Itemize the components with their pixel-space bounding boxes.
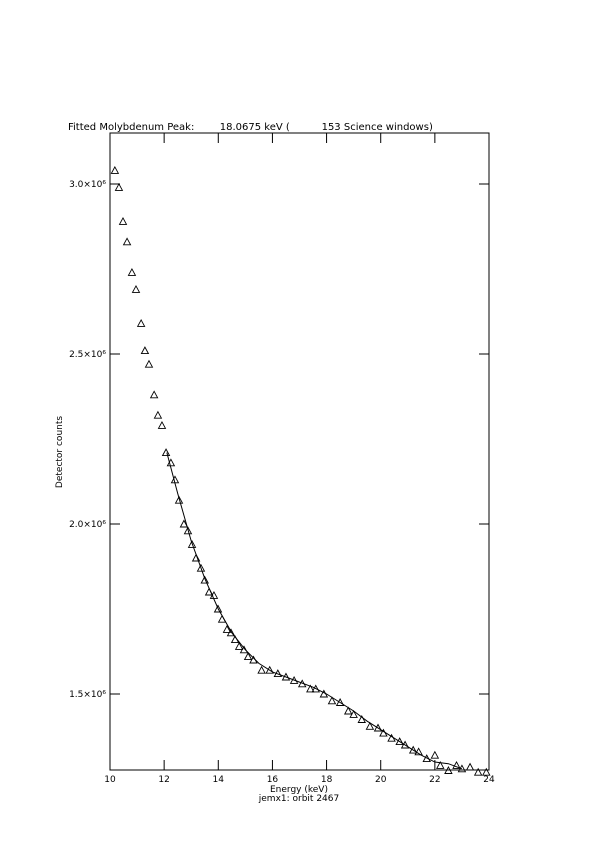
data-point [343, 706, 353, 715]
data-point [265, 665, 274, 674]
data-point [153, 410, 163, 419]
data-point [200, 575, 210, 584]
data-point [226, 628, 236, 637]
data-point [430, 750, 440, 759]
data-point [452, 760, 461, 769]
data-point [357, 715, 367, 723]
data-point [373, 723, 383, 732]
data-point [436, 760, 445, 769]
data-point [306, 684, 315, 693]
data-point [482, 767, 491, 776]
chart-title: Fitted Molybdenum Peak: 18.0675 keV ( 15… [68, 122, 433, 133]
x-tick-label: 18 [321, 775, 333, 785]
data-point [183, 526, 193, 535]
plot-frame [109, 132, 490, 771]
data-point [234, 641, 244, 650]
x-tick-label: 20 [375, 775, 387, 785]
data-point [127, 267, 137, 276]
data-point [400, 740, 410, 749]
data-point [157, 420, 167, 429]
y-tick-label: 2.0×10⁶ [69, 520, 106, 530]
fit-line [166, 452, 463, 770]
data-point [365, 721, 375, 730]
data-point [473, 767, 483, 776]
y-tick-label: 2.5×10⁶ [69, 350, 106, 360]
subtitle: jemx1: orbit 2467 [258, 794, 339, 804]
data-point [149, 390, 159, 399]
data-point [213, 604, 223, 613]
data-point [131, 284, 141, 293]
data-point [222, 624, 232, 633]
x-tick-label: 24 [483, 775, 495, 785]
data-point [161, 448, 171, 457]
data-point [136, 318, 146, 327]
data-point [122, 237, 132, 246]
x-tick-label: 22 [429, 775, 440, 785]
x-tick-label: 12 [158, 775, 169, 785]
data-point [311, 684, 320, 693]
data-point [349, 709, 358, 718]
x-axis-label: Energy (keV) [270, 785, 328, 795]
data-point [187, 539, 197, 548]
y-axis-label: Detector counts [55, 416, 65, 488]
data-point [414, 747, 423, 756]
data-point [118, 216, 128, 225]
data-point [196, 563, 206, 572]
data-point [465, 762, 475, 771]
data-point [257, 665, 266, 674]
y-tick-label: 3.0×10⁶ [69, 180, 106, 190]
x-tick-label: 10 [104, 775, 116, 785]
data-point [327, 696, 337, 705]
data-point [144, 359, 154, 368]
data-point [174, 495, 184, 504]
data-point [140, 346, 150, 355]
data-point [395, 737, 404, 746]
x-tick-label: 14 [213, 775, 225, 785]
data-point [335, 698, 345, 706]
data-point [408, 745, 418, 754]
data-point [289, 675, 299, 684]
y-tick-label: 1.5×10⁶ [69, 690, 106, 700]
data-point [179, 519, 189, 528]
data-point [444, 766, 453, 774]
data-point [191, 553, 201, 562]
data-point [243, 652, 253, 661]
data-point [110, 165, 120, 174]
x-tick-label: 16 [267, 775, 279, 785]
data-point [114, 182, 124, 191]
